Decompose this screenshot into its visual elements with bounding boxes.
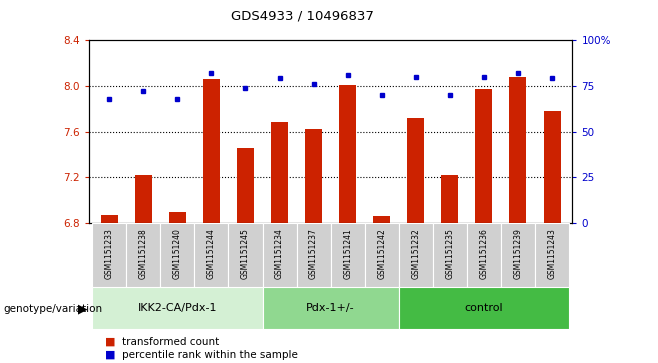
Bar xyxy=(305,129,322,223)
Text: ▶: ▶ xyxy=(78,303,88,316)
Text: GSM1151243: GSM1151243 xyxy=(547,228,557,279)
Text: GSM1151235: GSM1151235 xyxy=(445,228,455,279)
Bar xyxy=(433,223,467,287)
Bar xyxy=(339,85,356,223)
Bar xyxy=(509,77,526,223)
Text: GSM1151233: GSM1151233 xyxy=(105,228,114,279)
Bar xyxy=(544,111,561,223)
Bar xyxy=(297,223,330,287)
Bar xyxy=(535,223,569,287)
Bar xyxy=(237,148,254,223)
Text: GSM1151234: GSM1151234 xyxy=(275,228,284,279)
Text: control: control xyxy=(465,303,503,313)
Text: GSM1151245: GSM1151245 xyxy=(241,228,250,279)
Text: GSM1151242: GSM1151242 xyxy=(377,228,386,279)
Text: GSM1151240: GSM1151240 xyxy=(173,228,182,279)
Bar xyxy=(407,118,424,223)
Text: GSM1151232: GSM1151232 xyxy=(411,228,420,279)
Text: genotype/variation: genotype/variation xyxy=(3,304,103,314)
Bar xyxy=(501,223,535,287)
Text: GSM1151236: GSM1151236 xyxy=(480,228,488,279)
Text: ■: ■ xyxy=(105,350,116,360)
Bar xyxy=(263,287,399,329)
Text: GSM1151241: GSM1151241 xyxy=(343,228,352,279)
Bar xyxy=(101,215,118,223)
Bar xyxy=(475,89,492,223)
Bar xyxy=(126,223,161,287)
Text: GSM1151237: GSM1151237 xyxy=(309,228,318,279)
Bar xyxy=(399,287,569,329)
Bar xyxy=(135,175,152,223)
Bar xyxy=(271,122,288,223)
Bar xyxy=(467,223,501,287)
Text: GSM1151239: GSM1151239 xyxy=(513,228,522,279)
Text: Pdx-1+/-: Pdx-1+/- xyxy=(307,303,355,313)
Text: IKK2-CA/Pdx-1: IKK2-CA/Pdx-1 xyxy=(138,303,217,313)
Bar xyxy=(92,223,126,287)
Bar xyxy=(92,287,263,329)
Bar xyxy=(330,223,365,287)
Bar xyxy=(169,212,186,223)
Text: ■: ■ xyxy=(105,337,116,347)
Text: GSM1151244: GSM1151244 xyxy=(207,228,216,279)
Bar xyxy=(161,223,194,287)
Bar xyxy=(365,223,399,287)
Bar xyxy=(373,216,390,223)
Bar xyxy=(399,223,433,287)
Text: GSM1151238: GSM1151238 xyxy=(139,228,148,279)
Bar xyxy=(203,79,220,223)
Bar xyxy=(263,223,297,287)
Bar xyxy=(442,175,459,223)
Text: GDS4933 / 10496837: GDS4933 / 10496837 xyxy=(231,9,374,22)
Bar xyxy=(228,223,263,287)
Text: transformed count: transformed count xyxy=(122,337,219,347)
Text: percentile rank within the sample: percentile rank within the sample xyxy=(122,350,297,360)
Bar xyxy=(194,223,228,287)
